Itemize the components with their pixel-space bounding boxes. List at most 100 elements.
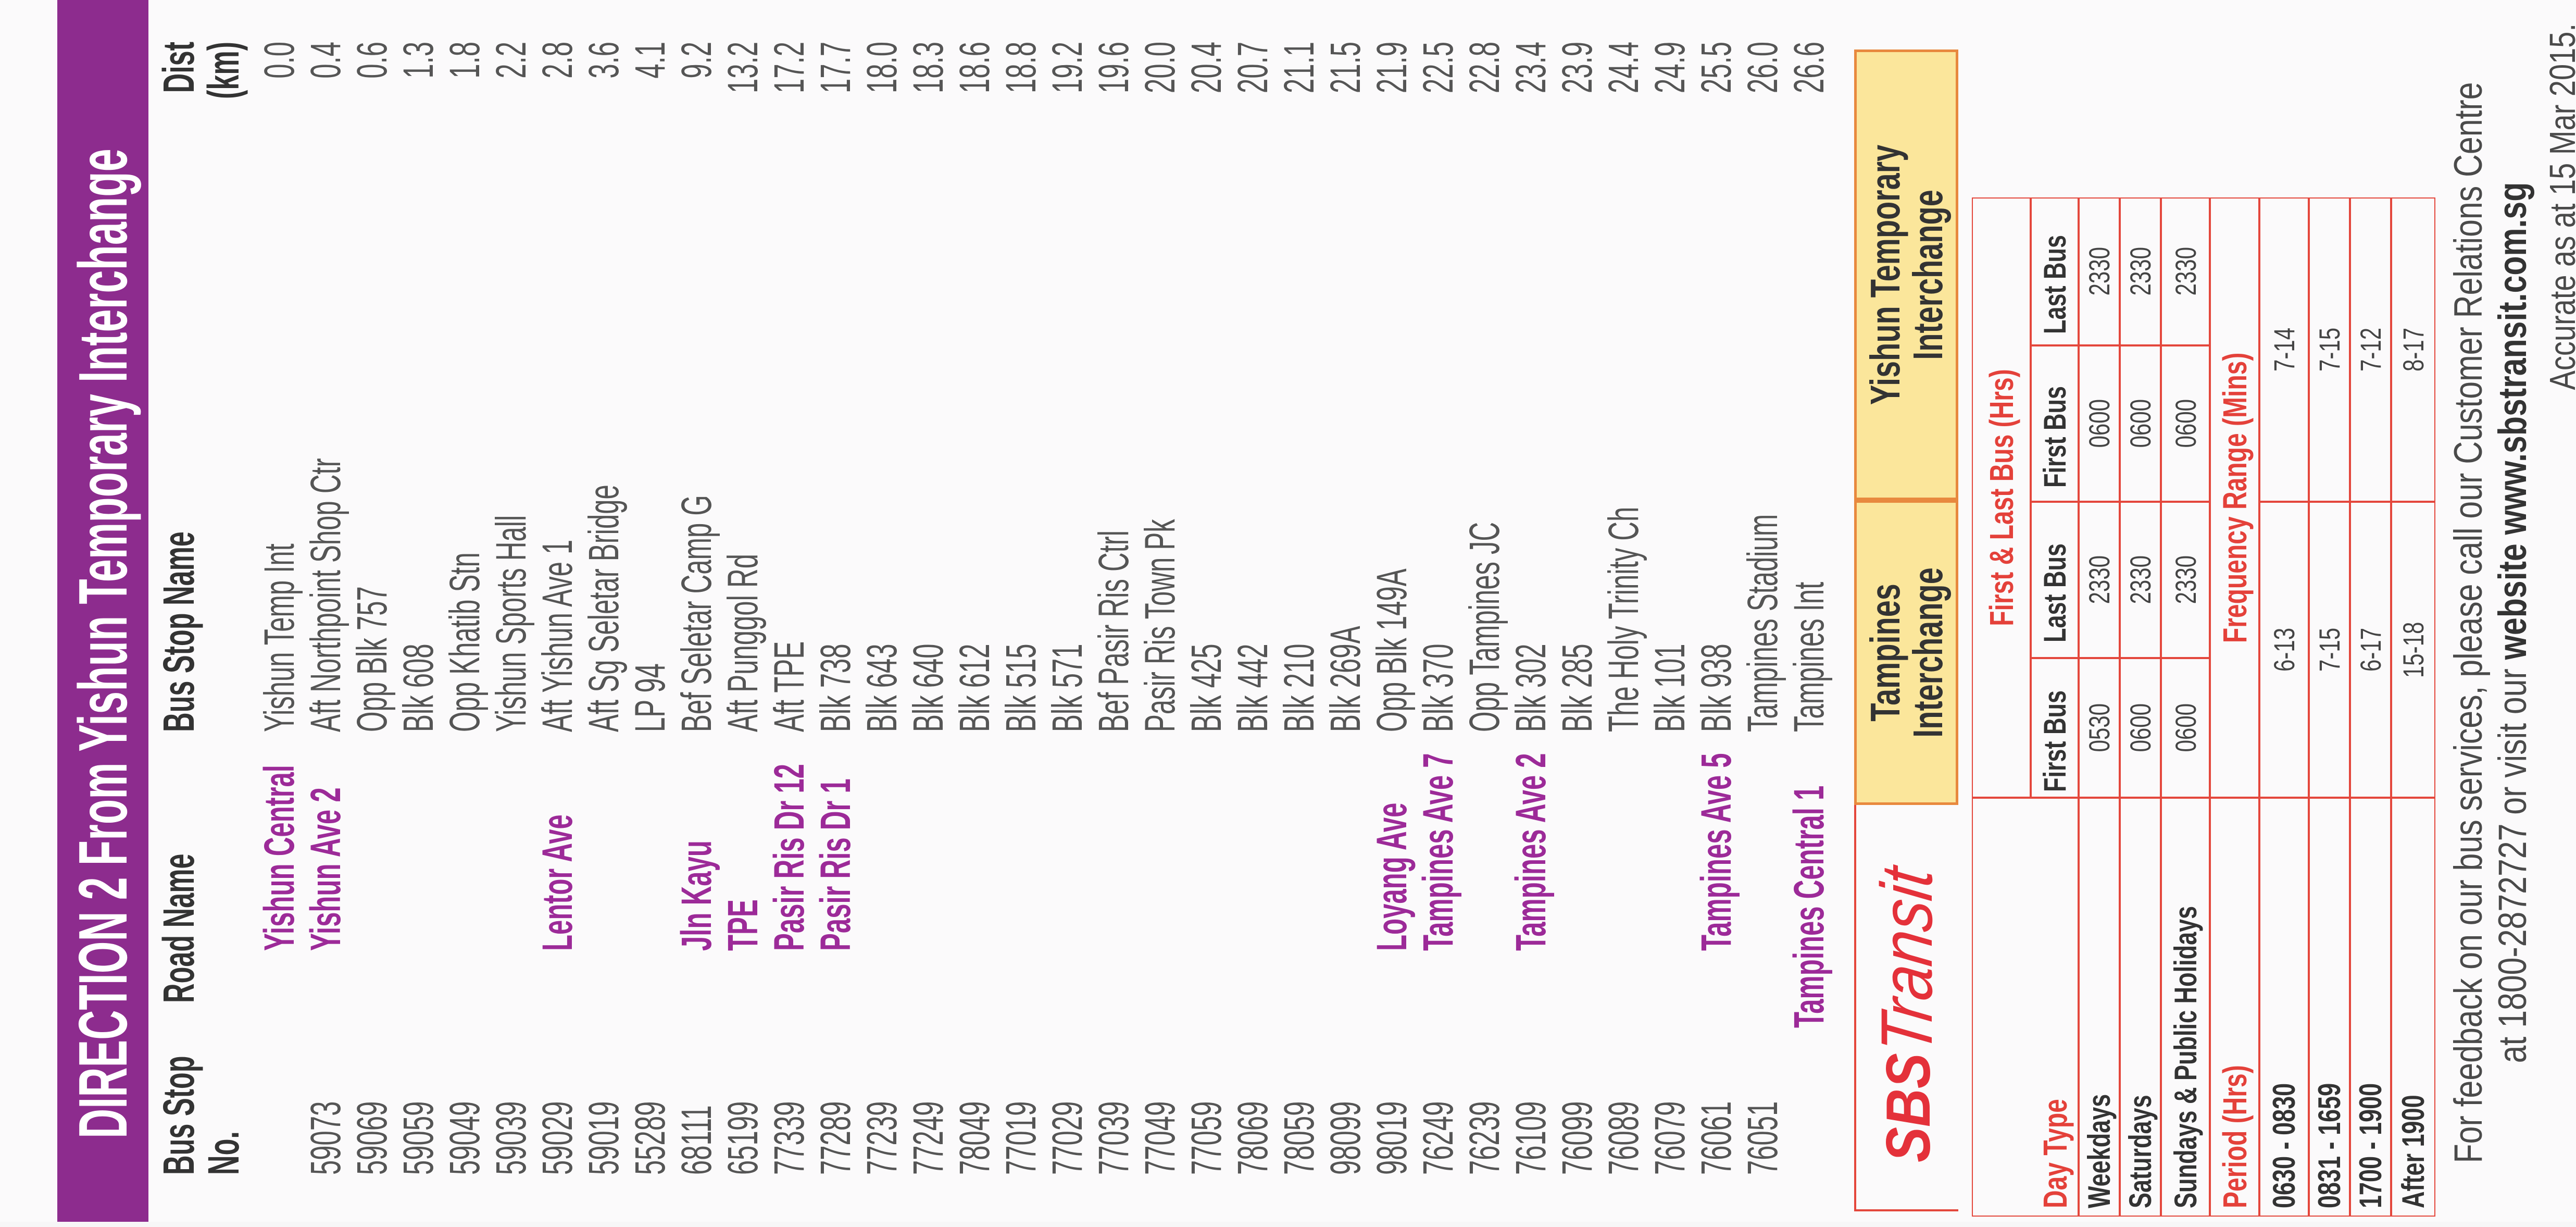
distance: 13.2 — [719, 42, 767, 93]
sub-header-text: Last Bus — [2037, 543, 2072, 642]
distance: 22.8 — [1461, 42, 1508, 93]
bus-stop-no: 77289 — [812, 1101, 859, 1175]
footer-line: For feedback on our bus services, please… — [2446, 82, 2491, 1163]
bus-stop-name: Blk 515 — [997, 643, 1045, 732]
bus-stop-name: Aft Northpoint Shop Ctr — [302, 458, 349, 732]
period: After 1900 — [2391, 798, 2435, 1217]
distance: 20.4 — [1183, 42, 1230, 93]
bus-stop-name: Pasir Ris Town Pk — [1136, 519, 1184, 732]
bus-stop-no: 78049 — [951, 1101, 998, 1175]
bus-stop-name: Blk 269A — [1322, 626, 1369, 732]
bus-stop-name: Bef Seletar Camp G — [673, 495, 720, 732]
distance: 26.0 — [1739, 42, 1786, 93]
bus-stop-no: 55289 — [627, 1101, 674, 1175]
bus-stop-name: Aft Yishun Ave 1 — [534, 539, 581, 732]
bus-stop-name: Yishun Sports Hall — [487, 515, 535, 732]
distance: 18.6 — [951, 42, 998, 93]
road-name: Yishun Ave 2 — [302, 787, 349, 951]
road-name: Tampines Ave 5 — [1693, 753, 1740, 951]
distance: 19.2 — [1044, 42, 1091, 93]
bus-stop-name: Blk 285 — [1554, 643, 1601, 732]
frequency-text: 15-18 — [2397, 622, 2430, 678]
bus-stop-name: LP 94 — [627, 663, 674, 732]
bus-time: 2330 — [2161, 502, 2210, 658]
first-last-header-text: First & Last Bus (Hrs) — [1982, 369, 2020, 626]
distance: 18.8 — [997, 42, 1045, 93]
road-name: Jln Kayu — [673, 840, 720, 951]
period-text: 1700 - 1900 — [2353, 1083, 2388, 1208]
direction: DIRECTION 2 — [65, 877, 141, 1138]
bus-stop-no: 59059 — [395, 1101, 442, 1175]
bus-time-text: 2330 — [2083, 247, 2116, 296]
bus-time-text: 0600 — [2169, 399, 2202, 448]
sub-header-text: Last Bus — [2037, 234, 2072, 334]
bus-stop-no: 76079 — [1646, 1101, 1694, 1175]
period-header-text: Period (Hrs) — [2216, 1065, 2254, 1208]
column-header: Bus Stop — [154, 1056, 203, 1175]
title-text: From Yishun Temporary Interchange — [65, 148, 141, 866]
period: 0630 - 0830 — [2259, 798, 2309, 1217]
day-type-text: Sundays & Public Holidays — [2168, 906, 2203, 1208]
distance: 20.0 — [1136, 42, 1184, 93]
distance: 9.2 — [673, 42, 720, 79]
bus-stop-name: Blk 643 — [858, 643, 906, 732]
frequency: 8-17 — [2391, 197, 2435, 502]
frequency-text: 6-13 — [2268, 627, 2300, 672]
bus-stop-name: Aft Punggol Rd — [719, 554, 767, 732]
distance: 22.5 — [1415, 42, 1462, 93]
bus-stop-name: Bef Pasir Ris Ctrl — [1090, 530, 1137, 732]
sub-header: Last Bus — [2031, 502, 2079, 658]
distance: 24.4 — [1600, 42, 1647, 93]
distance: 21.1 — [1276, 42, 1323, 93]
bus-stop-no: 77249 — [905, 1101, 952, 1175]
period-text: 0630 - 0830 — [2267, 1083, 2302, 1208]
bus-stop-no: 59029 — [534, 1101, 581, 1175]
bus-stop-name: Blk 612 — [951, 643, 998, 732]
bus-stop-name: Blk 210 — [1276, 643, 1323, 732]
period-text: 0831 - 1659 — [2312, 1083, 2347, 1208]
period-header: Period (Hrs) — [2210, 798, 2259, 1217]
distance: 18.0 — [858, 42, 906, 93]
bus-time: 0600 — [2161, 658, 2210, 798]
bus-stop-name: Tampines Int — [1785, 581, 1833, 732]
bus-stop-no: 59019 — [580, 1101, 628, 1175]
road-name: Pasir Ris Dr 1 — [812, 778, 859, 951]
bus-stop-no: 76099 — [1554, 1101, 1601, 1175]
distance: 0.0 — [256, 42, 303, 79]
terminal-name: Interchange — [1905, 190, 1951, 360]
bus-stop-name: Opp Blk 149A — [1368, 568, 1416, 732]
frequency-text: 7-15 — [2313, 627, 2346, 672]
bus-stop-name: Blk 302 — [1507, 643, 1555, 732]
bus-time-text: 0600 — [2124, 399, 2157, 448]
bus-stop-no: 78059 — [1276, 1101, 1323, 1175]
frequency-header: Frequency Range (Mins) — [2210, 197, 2259, 798]
distance: 24.9 — [1646, 42, 1694, 93]
frequency-header-text: Frequency Range (Mins) — [2216, 352, 2254, 643]
bus-stop-no: 76051 — [1739, 1101, 1786, 1175]
bus-stop-name: Aft TPE — [766, 641, 813, 732]
bus-stop-name: Blk 608 — [395, 643, 442, 732]
logo-name: Transit — [1866, 863, 1947, 1058]
road-name: TPE — [719, 899, 767, 951]
bus-stop-no: 76239 — [1461, 1101, 1508, 1175]
column-header: Dist — [154, 42, 203, 93]
bus-time-text: 2330 — [2124, 247, 2157, 296]
bus-stop-no: 77049 — [1136, 1101, 1184, 1175]
bus-stop-no: 77019 — [997, 1101, 1045, 1175]
distance: 1.8 — [441, 42, 489, 79]
frequency: 6-17 — [2350, 502, 2391, 798]
bus-stop-no: 65199 — [719, 1101, 767, 1175]
distance: 3.6 — [580, 42, 628, 79]
bus-stop-name: Blk 101 — [1646, 643, 1694, 732]
bus-stop-name: Opp Tampines JC — [1461, 522, 1508, 732]
bus-stop-name: Blk 370 — [1415, 643, 1462, 732]
bus-stop-name: Blk 738 — [812, 643, 859, 732]
bus-stop-name: Aft Sg Seletar Bridge — [580, 485, 628, 732]
terminal-name: Tampines — [1862, 584, 1908, 722]
bus-stop-name: Opp Khatib Stn — [441, 552, 489, 732]
frequency-text: 7-14 — [2268, 327, 2300, 372]
bus-stop-no: 77039 — [1090, 1101, 1137, 1175]
logo: SBS Transit — [1854, 805, 1958, 1211]
bus-stop-no: 68111 — [673, 1105, 720, 1175]
